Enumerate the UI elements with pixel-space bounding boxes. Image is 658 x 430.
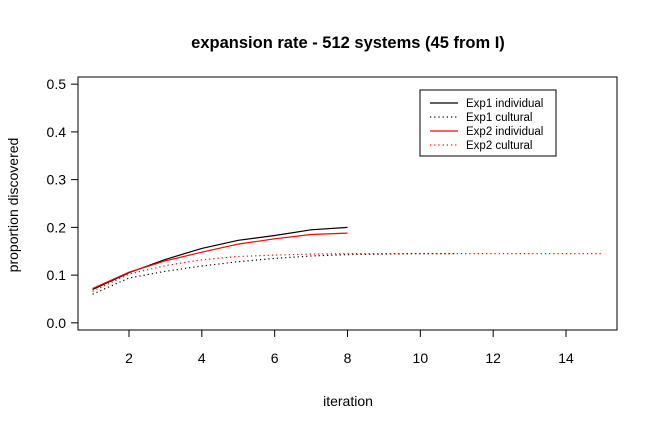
legend-label: Exp2 cultural [466,140,532,152]
x-tick-label: 2 [125,350,133,366]
x-tick-label: 4 [198,350,206,366]
x-axis-label: iteration [323,393,373,409]
legend: Exp1 individual Exp1 cultural Exp2 individ… [419,89,557,157]
y-tick-label: 0.4 [47,124,67,140]
chart-title: expansion rate - 512 systems (45 from I) [191,34,505,52]
x-axis: 2 4 6 8 10 12 14 [125,330,574,366]
x-tick-label: 6 [271,350,279,366]
y-tick-label: 0.5 [47,76,67,92]
y-tick-label: 0.1 [47,267,67,283]
legend-label: Exp1 individual [466,98,543,110]
legend-label: Exp2 individual [466,126,543,138]
x-tick-label: 12 [485,350,501,366]
y-tick-label: 0.2 [47,219,67,235]
series-line-exp1-cultural [92,253,457,295]
x-tick-label: 10 [413,350,429,366]
x-tick-label: 14 [558,350,574,366]
series-line-exp2-cultural [92,253,603,292]
series-line-exp2-individual [92,232,348,290]
y-axis-label: proportion discovered [5,138,21,273]
series-layer [92,226,603,295]
y-tick-label: 0.3 [47,172,67,188]
y-axis: 0.0 0.1 0.2 0.3 0.4 0.5 [47,76,78,331]
legend-label: Exp1 cultural [466,112,532,124]
series-line-exp1-individual [92,226,348,290]
x-tick-label: 8 [344,350,352,366]
y-tick-label: 0.0 [47,315,67,331]
